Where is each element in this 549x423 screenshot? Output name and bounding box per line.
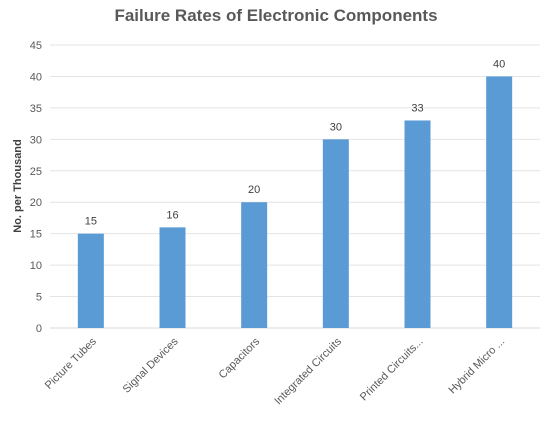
data-label: 16 — [166, 209, 178, 221]
x-tick-label: Integrated Circuits — [272, 335, 344, 407]
y-tick-label: 5 — [36, 292, 42, 304]
chart-title: Failure Rates of Electronic Components — [114, 6, 437, 25]
y-tick-label: 45 — [30, 40, 42, 52]
data-label: 15 — [85, 216, 97, 228]
data-labels: 15 16 20 30 33 40 — [85, 58, 506, 227]
y-tick-label: 25 — [30, 166, 42, 178]
y-tick-label: 40 — [30, 71, 42, 83]
data-label: 33 — [411, 102, 423, 114]
y-axis-label: No. per Thousand — [12, 139, 24, 233]
y-tick-label: 10 — [30, 260, 42, 272]
y-axis-ticks: 0 5 10 15 20 25 30 35 40 45 — [30, 40, 42, 335]
bar — [486, 76, 513, 328]
bars — [77, 76, 513, 328]
gridlines — [50, 44, 540, 329]
x-tick-label: Printed Circuits... — [358, 336, 426, 404]
x-tick-label: Hybrid Micro ... — [446, 336, 507, 397]
x-axis-ticks: Picture Tubes Signal Devices Capacitors Int… — [43, 335, 507, 407]
bar — [241, 202, 268, 328]
y-tick-label: 35 — [30, 103, 42, 115]
bar — [322, 139, 349, 328]
y-tick-label: 15 — [30, 229, 42, 241]
x-tick-label: Capacitors — [217, 335, 263, 381]
data-label: 40 — [493, 58, 505, 70]
y-tick-label: 0 — [36, 323, 42, 335]
data-label: 30 — [330, 121, 342, 133]
bar — [159, 227, 186, 328]
x-tick-label: Signal Devices — [121, 335, 181, 395]
y-tick-label: 30 — [30, 134, 42, 146]
bar — [404, 120, 431, 328]
x-tick-label: Picture Tubes — [43, 335, 99, 391]
y-tick-label: 20 — [30, 197, 42, 209]
data-label: 20 — [248, 184, 260, 196]
bar — [77, 233, 104, 328]
